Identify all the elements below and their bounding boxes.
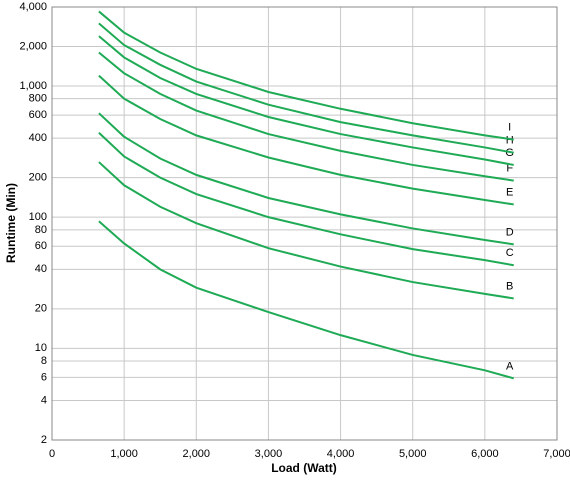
x-axis-title: Load (Watt) <box>271 461 337 475</box>
series-line <box>98 51 514 182</box>
series-label: B <box>506 280 513 292</box>
y-tick-label: 4 <box>41 394 47 406</box>
series-line <box>98 112 514 246</box>
x-tick-label: 5,000 <box>399 448 427 460</box>
y-tick-label: 1,000 <box>19 80 47 92</box>
y-tick-label: 2,000 <box>19 40 47 52</box>
y-tick-label: 80 <box>35 224 47 236</box>
series-label: C <box>506 247 514 259</box>
y-axis-title: Runtime (Min) <box>4 183 18 263</box>
x-tick-label: 4,000 <box>327 448 355 460</box>
y-tick-label: 6 <box>41 371 47 383</box>
series-line <box>98 161 514 300</box>
x-tick-label: 6,000 <box>471 448 499 460</box>
y-tick-label: 8 <box>41 355 47 367</box>
series-line <box>98 74 514 206</box>
x-tick-label: 3,000 <box>255 448 283 460</box>
y-tick-label: 400 <box>29 132 47 144</box>
series-label: E <box>506 186 513 198</box>
plot-border <box>51 6 558 441</box>
series-line <box>98 22 514 154</box>
y-tick-label: 600 <box>29 109 47 121</box>
series-line <box>98 132 514 267</box>
y-tick-label: 60 <box>35 240 47 252</box>
series-label: F <box>506 162 513 174</box>
y-tick-label: 800 <box>29 93 47 105</box>
series-label: A <box>506 360 514 372</box>
series-line <box>98 220 514 380</box>
y-tick-label: 2 <box>41 434 47 446</box>
series-line <box>98 10 514 141</box>
series-line <box>98 35 514 166</box>
y-tick-label: 10 <box>35 342 47 354</box>
y-tick-label: 40 <box>35 263 47 275</box>
series-label: I <box>508 122 511 134</box>
x-tick-label: 2,000 <box>183 448 211 460</box>
y-tick-label: 100 <box>29 211 47 223</box>
y-tick-label: 20 <box>35 303 47 315</box>
x-tick-label: 7,000 <box>543 448 570 460</box>
x-tick-label: 1,000 <box>110 448 138 460</box>
series-label: D <box>506 226 514 238</box>
y-tick-label: 4,000 <box>19 1 47 13</box>
y-tick-label: 200 <box>29 172 47 184</box>
series-label: H <box>506 135 514 147</box>
x-tick-label: 0 <box>49 448 55 460</box>
